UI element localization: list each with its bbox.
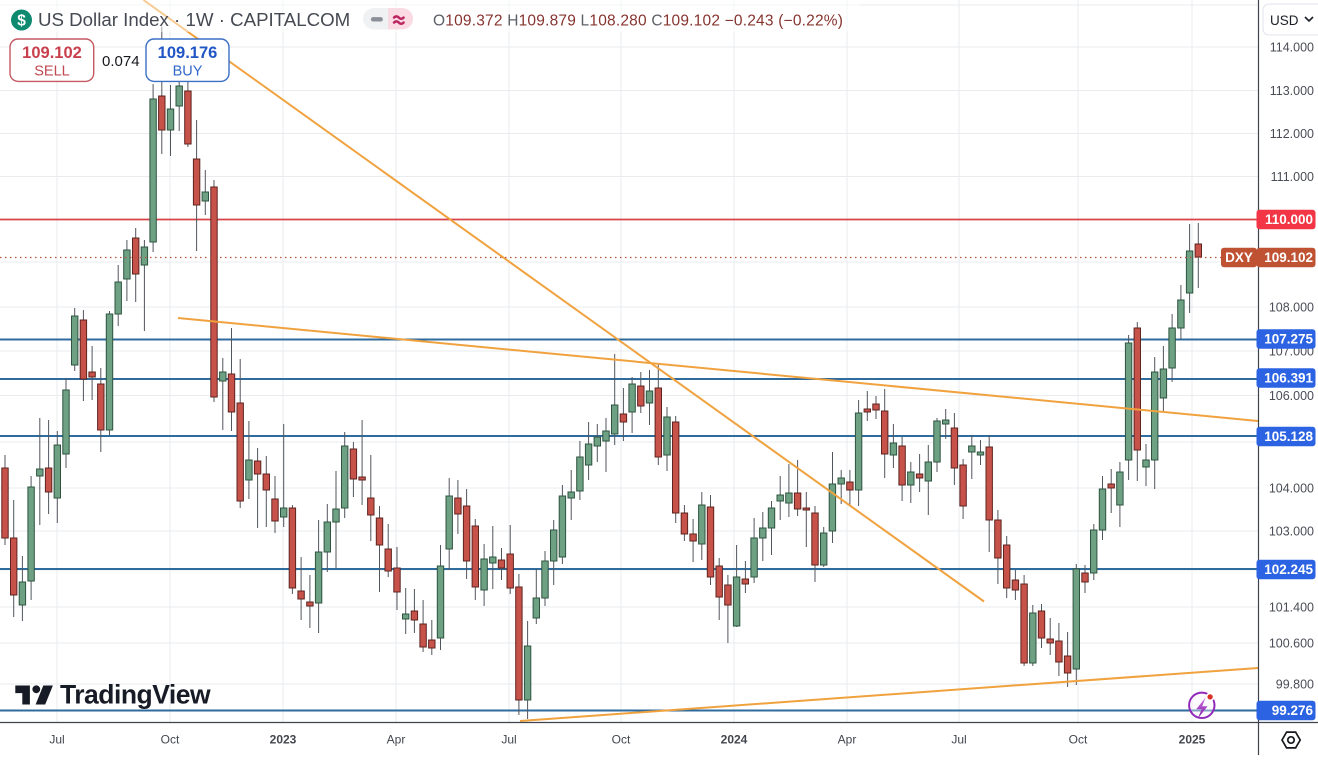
svg-text:$: $ — [17, 13, 26, 30]
svg-text:0.074: 0.074 — [102, 53, 140, 70]
svg-text:100.600: 100.600 — [1269, 637, 1314, 651]
svg-text:BUY: BUY — [173, 64, 203, 80]
svg-text:DXY: DXY — [1225, 250, 1253, 265]
svg-text:99.800: 99.800 — [1276, 678, 1314, 692]
svg-text:US Dollar Index · 1W · CAPITAL: US Dollar Index · 1W · CAPITALCOM — [38, 9, 350, 30]
svg-text:O109.372 H109.879 L108.280 C10: O109.372 H109.879 L108.280 C109.102 −0.2… — [433, 13, 843, 30]
svg-text:111.000: 111.000 — [1271, 170, 1314, 184]
svg-text:105.128: 105.128 — [1264, 429, 1313, 444]
svg-text:113.000: 113.000 — [1270, 84, 1314, 98]
svg-text:109.176: 109.176 — [158, 44, 218, 62]
svg-text:109.102: 109.102 — [1264, 250, 1313, 265]
svg-text:Apr: Apr — [387, 733, 406, 747]
svg-text:Jul: Jul — [951, 733, 966, 747]
svg-text:Apr: Apr — [838, 733, 857, 747]
svg-text:Oct: Oct — [612, 733, 631, 747]
svg-text:2024: 2024 — [721, 733, 748, 747]
svg-text:103.000: 103.000 — [1269, 525, 1314, 539]
svg-text:2023: 2023 — [270, 733, 297, 747]
svg-text:SELL: SELL — [34, 64, 69, 80]
svg-text:Oct: Oct — [1069, 733, 1088, 747]
svg-text:99.276: 99.276 — [1272, 703, 1314, 718]
svg-text:101.400: 101.400 — [1269, 601, 1314, 615]
svg-text:TradingView: TradingView — [60, 680, 211, 710]
svg-text:USD: USD — [1270, 13, 1299, 28]
svg-text:108.000: 108.000 — [1269, 301, 1314, 315]
svg-text:109.102: 109.102 — [22, 44, 82, 62]
svg-text:Jul: Jul — [501, 733, 516, 747]
svg-text:102.245: 102.245 — [1264, 562, 1313, 577]
svg-text:107.275: 107.275 — [1264, 332, 1313, 347]
svg-text:104.000: 104.000 — [1269, 482, 1314, 496]
svg-text:110.000: 110.000 — [1265, 212, 1313, 227]
svg-text:Jul: Jul — [49, 733, 64, 747]
svg-text:112.000: 112.000 — [1270, 127, 1314, 141]
svg-text:2025: 2025 — [1179, 733, 1206, 747]
svg-text:106.391: 106.391 — [1264, 371, 1313, 386]
svg-text:114.000: 114.000 — [1270, 41, 1314, 55]
svg-text:Oct: Oct — [161, 733, 180, 747]
svg-text:106.000: 106.000 — [1269, 389, 1314, 403]
